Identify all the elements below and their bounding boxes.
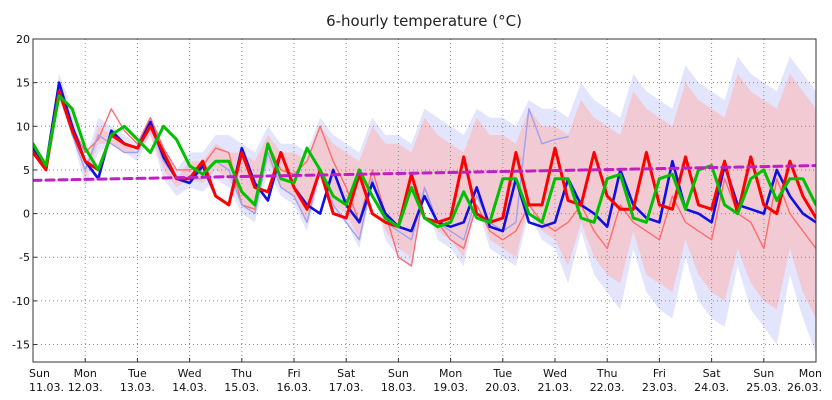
x-tick-day: Wed [178,367,202,380]
x-tick-date: 16.03. [277,381,312,394]
x-tick-date: 17.03. [329,381,364,394]
y-tick-label: -5 [19,251,30,264]
x-tick-date: 26.03. [787,381,822,394]
x-tick-day: Sat [703,367,722,380]
chart-title: 6-hourly temperature (°C) [326,12,522,30]
x-tick-date: 21.03. [538,381,573,394]
plot-frame [32,38,817,363]
y-tick-label: 20 [16,33,30,46]
x-tick-day: Sat [337,367,356,380]
x-tick-date: 19.03. [433,381,468,394]
y-tick-label: 5 [23,164,30,177]
x-tick-date: 12.03. [68,381,103,394]
x-tick-day: Thu [596,367,618,380]
trend-line [33,164,816,182]
x-tick-day: Thu [230,367,252,380]
y-tick-label: -15 [12,339,30,352]
x-tick-date: 15.03. [224,381,259,394]
x-tick-day: Mon [439,367,462,380]
series-line-4 [33,94,816,229]
x-tick-day: Tue [127,367,147,380]
x-tick-date: 25.03. [746,381,781,394]
x-tick-day: Fri [653,367,666,380]
y-tick-label: -10 [12,295,30,308]
x-tick-date: 24.03. [694,381,729,394]
x-tick-date: 18.03. [381,381,416,394]
x-tick-date: 13.03. [120,381,155,394]
x-tick-day: Wed [543,367,567,380]
plot-content [33,39,816,362]
y-tick-label: 10 [16,120,30,133]
axes: 20151050-5-10-15Sun11.03.Mon12.03.Tue13.… [12,33,822,394]
x-tick-date: 11.03. [29,381,64,394]
x-tick-date: 14.03. [172,381,207,394]
x-tick-date: 23.03. [642,381,677,394]
x-tick-day: Mon [74,367,97,380]
y-tick-label: 0 [23,208,30,221]
x-tick-day: Tue [492,367,512,380]
x-tick-day: Sun [29,367,50,380]
spread-band-1 [33,73,816,319]
x-tick-date: 22.03. [590,381,625,394]
series-line-1 [33,90,569,241]
x-tick-day: Sun [753,367,774,380]
x-tick-day: Sun [388,367,409,380]
y-tick-label: 15 [16,77,30,90]
x-tick-date: 20.03. [485,381,520,394]
x-tick-day: Mon [799,367,822,380]
x-tick-day: Fri [287,367,300,380]
plot-area [33,39,816,362]
